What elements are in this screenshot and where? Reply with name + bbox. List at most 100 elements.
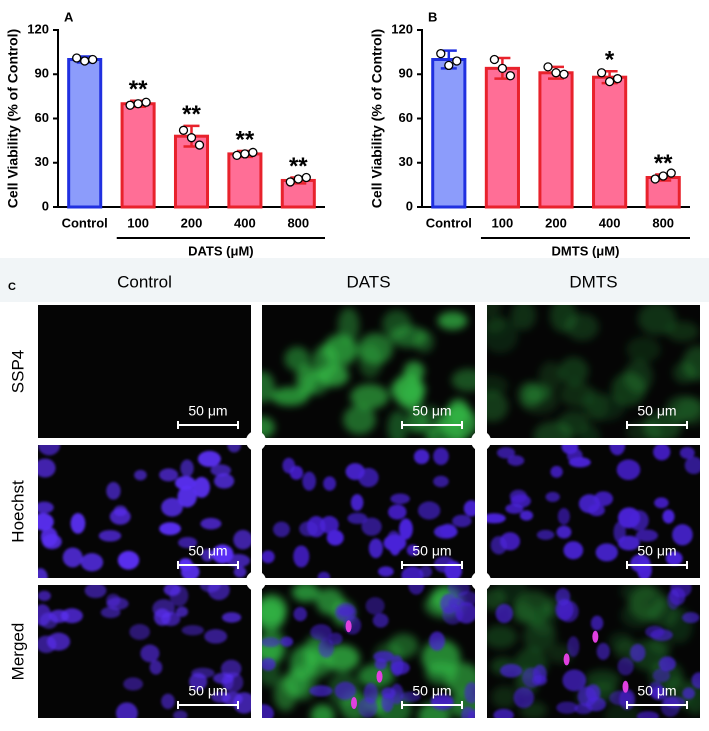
nucleus xyxy=(161,693,175,709)
nucleus xyxy=(444,560,463,578)
nucleus xyxy=(390,493,410,505)
nucleus xyxy=(326,529,344,546)
nucleus xyxy=(463,500,475,517)
nucleus xyxy=(596,642,610,660)
x-tick-label: 400 xyxy=(599,215,621,230)
y-tick-label: 30 xyxy=(35,154,49,169)
nucleus xyxy=(487,513,506,524)
nucleus xyxy=(653,445,671,461)
nucleus xyxy=(323,476,337,491)
cell-green xyxy=(270,387,309,406)
data-point xyxy=(596,68,607,78)
nucleus xyxy=(117,550,140,570)
nucleus xyxy=(452,514,472,528)
data-point xyxy=(658,171,668,181)
data-point xyxy=(248,147,258,158)
nucleus xyxy=(159,468,179,482)
y-tick-label: 60 xyxy=(35,110,49,125)
row-label: Merged xyxy=(8,623,27,681)
y-tick-label: 0 xyxy=(406,198,413,213)
nucleus xyxy=(654,497,669,509)
nucleus xyxy=(233,566,247,578)
column-label: DATS xyxy=(346,272,390,291)
nucleus xyxy=(345,463,365,481)
nucleus xyxy=(197,450,221,467)
cell-green xyxy=(682,345,700,381)
bar xyxy=(431,58,467,209)
data-point xyxy=(194,140,205,150)
nucleus xyxy=(448,597,465,608)
nucleus xyxy=(401,566,424,578)
nucleus xyxy=(201,548,214,562)
y-tick-label: 90 xyxy=(35,66,49,81)
nucleus xyxy=(319,516,339,534)
nucleus xyxy=(221,612,242,623)
significance: ** xyxy=(182,101,201,128)
nucleus xyxy=(149,660,163,675)
nucleus xyxy=(433,447,449,466)
cell-green xyxy=(637,305,677,336)
scale-bar xyxy=(177,561,239,569)
nucleus xyxy=(595,543,618,562)
cell-green xyxy=(558,356,589,386)
micrograph: 50 μm xyxy=(262,445,475,578)
nucleus xyxy=(328,632,343,645)
magenta-spot xyxy=(563,653,570,666)
significance: ** xyxy=(289,153,308,180)
nucleus xyxy=(390,683,404,705)
nucleus xyxy=(433,475,449,488)
nucleus xyxy=(282,457,296,474)
magenta-spot xyxy=(592,630,599,643)
junction-dot xyxy=(471,571,491,591)
nucleus xyxy=(588,504,605,517)
nucleus xyxy=(386,530,401,552)
significance: * xyxy=(605,47,615,74)
bar xyxy=(280,178,316,209)
cell-green xyxy=(626,336,661,363)
cell-green xyxy=(513,590,554,625)
cell-green xyxy=(666,321,700,342)
nucleus xyxy=(38,513,54,531)
nucleus xyxy=(161,497,183,517)
nucleus xyxy=(652,668,671,683)
significance: ** xyxy=(129,76,148,103)
nuclei xyxy=(262,585,475,718)
panel-header xyxy=(0,258,709,302)
nucleus xyxy=(109,508,131,525)
nucleus xyxy=(38,568,48,578)
bar xyxy=(645,176,681,209)
nucleus xyxy=(558,600,579,623)
nucleus xyxy=(682,687,696,700)
nucleus xyxy=(293,545,310,568)
nucleus xyxy=(302,471,317,491)
nucleus xyxy=(509,489,528,503)
x-tick-label: 100 xyxy=(127,215,149,230)
green-signal xyxy=(487,305,700,438)
nucleus xyxy=(357,697,378,718)
cell-green xyxy=(392,373,425,408)
cell-green xyxy=(675,397,700,426)
nucleus xyxy=(129,623,150,640)
micrograph: 50 μm xyxy=(487,585,700,718)
nucleus xyxy=(273,521,290,538)
nucleus xyxy=(299,521,318,537)
nucleus xyxy=(174,476,196,490)
data-point xyxy=(186,133,197,143)
data-point xyxy=(444,60,454,71)
nucleus xyxy=(496,447,516,459)
nucleus xyxy=(334,602,357,622)
nucleus xyxy=(493,708,514,718)
nucleus xyxy=(636,711,659,718)
nucleus xyxy=(46,632,71,651)
scale-bar-label: 50 μm xyxy=(412,543,451,559)
bar xyxy=(227,152,263,209)
bar xyxy=(538,71,574,209)
nucleus xyxy=(429,631,446,651)
nucleus xyxy=(617,657,634,676)
nucleus xyxy=(556,701,578,714)
nucleus xyxy=(115,702,138,718)
cell-green xyxy=(437,311,468,330)
nucleus xyxy=(413,449,430,465)
nucleus xyxy=(38,458,56,478)
